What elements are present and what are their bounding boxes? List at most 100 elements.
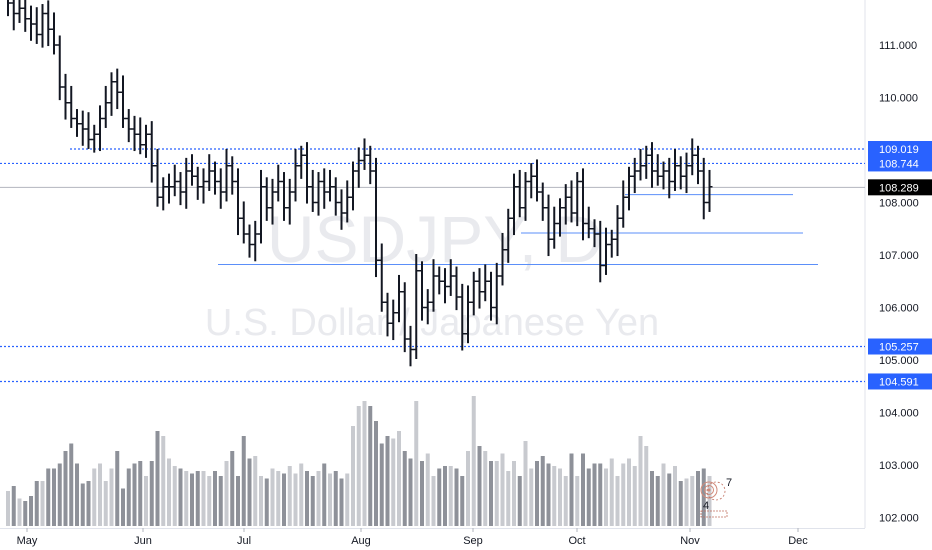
ohlc-bar [459,283,466,351]
volume-bar [345,473,350,526]
volume-bar [167,458,171,526]
svg-text:104.591: 104.591 [879,376,919,388]
level-price-tag[interactable]: 108.744 [868,155,932,172]
volume-bar [207,476,212,526]
volume-bar [558,468,562,526]
ohlc-bar [626,166,632,211]
volume-bar [408,458,413,526]
level-price-tag[interactable]: 105.257 [868,338,932,355]
volume-bar [287,466,292,526]
volume-bars [6,396,712,526]
volume-bar [351,426,355,526]
ohlc-bar [585,206,592,239]
ohlc-bar [16,0,23,23]
volume-bar [86,481,91,526]
ohlc-bar [304,142,310,204]
price-tick-label: 111.000 [879,40,917,52]
ohlc-bar [62,73,69,120]
ohlc-bar [275,164,282,202]
ohlc-bar [430,259,437,312]
time-tick-label: Jul [237,535,251,547]
time-axis[interactable]: May Jun Jul Aug Sep Oct Nov Dec [17,528,809,547]
volume-bar [678,481,683,526]
ohlc-bar [516,169,523,218]
ohlc-bar [166,173,172,204]
ohlc-bar [315,172,322,216]
volume-bar [707,476,712,526]
ohlc-bar [148,121,155,183]
ohlc-bar [97,105,103,152]
time-tick-label: Jun [134,535,152,547]
ohlc-bar [298,145,305,179]
ohlc-bar [367,145,374,185]
time-tick-label: Dec [788,535,808,547]
level-price-tag[interactable]: 104.591 [868,373,932,390]
volume-bar [621,463,626,526]
ohlc-bar [200,168,207,204]
events-icon[interactable]: 7 4 [700,477,732,518]
volume-bar [270,468,275,526]
ohlc-bar [143,124,149,158]
last-price-tag[interactable]: 108.289 [868,179,932,196]
ohlc-bar [154,148,161,207]
volume-bar [52,468,56,526]
ohlc-bar [309,169,316,212]
volume-bar [172,466,177,526]
volume-bar [29,496,33,526]
volume-bar [190,473,194,526]
ohlc-bar [493,262,500,325]
volume-bar [529,468,534,526]
volume-bar [201,471,206,526]
ohlc-bar [235,168,241,236]
volume-bar [178,468,183,526]
volume-bar [397,431,401,526]
volume-bar [161,436,166,526]
volume-bar [63,451,68,526]
volume-bar [466,451,470,526]
ohlc-bar [344,180,351,223]
ohlc-bar [74,109,80,137]
svg-text:109.019: 109.019 [879,144,919,156]
ohlc-bar [56,35,63,101]
volume-bar [126,468,131,526]
ohlc-bar [511,173,517,236]
volume-bar [385,436,390,526]
ohlc-bar [614,205,621,257]
volume-bar [425,453,430,526]
ohlc-bar [45,0,52,47]
volume-bar [546,463,551,526]
svg-text:108.289: 108.289 [879,182,919,194]
volume-bar [115,451,120,526]
time-tick-label: May [17,535,38,547]
ohlc-bar [223,148,230,202]
price-bars [7,0,713,367]
ohlc-bar [568,180,575,223]
ohlc-bar [217,168,224,209]
volume-bar [690,476,695,526]
price-axis[interactable]: 102.000 103.000 104.000 105.000 106.000 107.0… [879,40,919,525]
ohlc-bar [286,178,293,225]
ohlc-bar [269,178,276,225]
volume-bar [132,463,137,526]
ohlc-bar [246,224,253,258]
volume-bar [236,476,240,526]
volume-bar [69,443,74,526]
volume-bar [253,456,258,526]
level-price-tag[interactable]: 109.019 [868,141,932,158]
volume-bar [195,471,200,526]
ohlc-bar [396,274,402,323]
volume-bar [46,468,51,526]
volume-bar [581,453,585,526]
volume-bar [650,471,654,526]
volume-bar [184,471,189,526]
volume-bar [535,461,539,526]
ohlc-bar [683,152,690,194]
volume-bar [6,491,10,526]
ohlc-bar [131,115,138,152]
volume-bar [92,468,97,526]
time-tick-label: Nov [680,535,700,547]
volume-bar [414,401,419,526]
ohlc-bar [551,206,558,249]
price-tick-label: 105.000 [879,355,919,367]
